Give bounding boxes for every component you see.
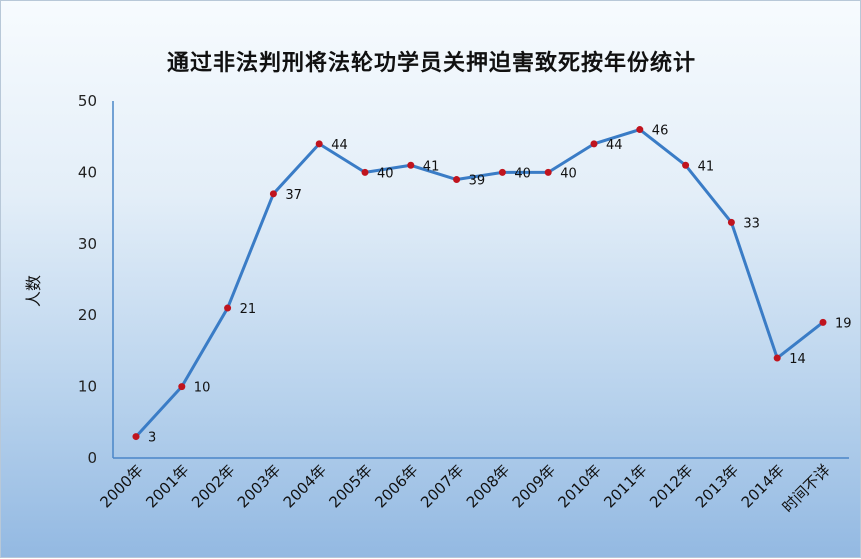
data-label: 46	[652, 124, 669, 139]
y-tick-label: 0	[87, 449, 97, 467]
data-point	[224, 304, 232, 312]
y-tick-label: 30	[78, 235, 97, 253]
data-label: 14	[789, 352, 806, 367]
data-label: 33	[743, 216, 760, 231]
series-group: 3 10 21 37 44 40 41 39 40 40 44 46 41 33 14 19	[132, 124, 852, 446]
x-ticks: 2000年2001年2002年2003年2004年2005年2006年2007年…	[96, 461, 833, 516]
x-tick-label: 2006年	[371, 461, 421, 511]
x-tick-label: 2005年	[325, 461, 375, 511]
data-point	[773, 354, 781, 362]
x-tick-label: 时间不详	[779, 461, 834, 516]
data-label: 37	[285, 188, 302, 203]
data-point	[498, 168, 506, 176]
x-tick-label: 2010年	[554, 461, 604, 511]
x-tick-label: 2004年	[280, 461, 330, 511]
data-point	[682, 161, 690, 169]
data-label: 41	[423, 159, 440, 174]
y-tick-label: 50	[78, 92, 97, 110]
data-point	[132, 433, 140, 441]
y-tick-label: 20	[78, 306, 97, 324]
chart-title: 通过非法判刑将法轮功学员关押迫害致死按年份统计	[166, 51, 696, 76]
y-tick-label: 10	[78, 378, 97, 396]
x-tick-label: 2002年	[188, 461, 238, 511]
data-label: 3	[148, 431, 156, 446]
y-tick-label: 40	[78, 163, 97, 181]
x-tick-label: 2007年	[417, 461, 467, 511]
data-label: 40	[514, 166, 531, 181]
data-label: 39	[469, 174, 486, 189]
x-tick-label: 2012年	[646, 461, 696, 511]
data-label: 40	[377, 166, 394, 181]
data-point	[315, 140, 323, 148]
data-point	[361, 168, 369, 176]
x-tick-label: 2011年	[600, 461, 650, 511]
data-label: 44	[606, 138, 623, 153]
data-point	[269, 190, 277, 198]
x-tick-label: 2000年	[96, 461, 146, 511]
data-point	[727, 218, 735, 226]
data-point	[544, 168, 552, 176]
y-axis-label: 人数	[24, 275, 43, 307]
x-tick-label: 2001年	[142, 461, 192, 511]
data-point	[636, 126, 644, 134]
x-tick-label: 2009年	[509, 461, 559, 511]
data-point	[178, 383, 186, 391]
data-label: 10	[194, 381, 211, 396]
data-point	[407, 161, 415, 169]
x-tick-label: 2008年	[463, 461, 513, 511]
data-label: 40	[560, 166, 577, 181]
series-line	[134, 128, 824, 438]
x-tick-label: 2013年	[692, 461, 742, 511]
x-tick-label: 2003年	[234, 461, 284, 511]
data-label: 44	[331, 138, 348, 153]
data-label: 19	[835, 316, 852, 331]
data-point	[453, 176, 461, 184]
data-label: 41	[698, 159, 715, 174]
y-ticks: 0 10 20 30 40 50	[78, 92, 97, 467]
data-label: 21	[240, 302, 257, 317]
data-point	[590, 140, 598, 148]
data-point	[819, 318, 827, 326]
